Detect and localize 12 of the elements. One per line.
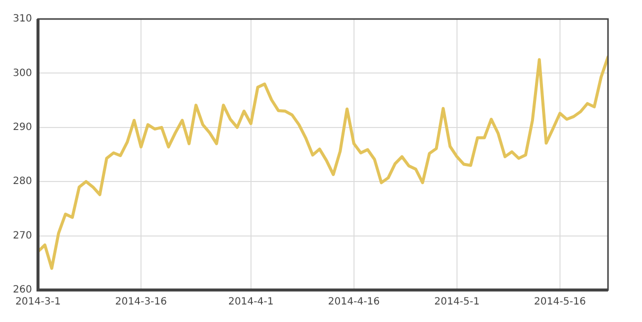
x-tick-label: 2014-4-16 (328, 296, 380, 308)
x-tick-label: 2014-5-16 (534, 296, 586, 308)
x-tick-label: 2014-4-1 (228, 296, 274, 308)
y-tick-label: 310 (12, 14, 32, 25)
x-tick-label: 2014-3-16 (115, 296, 167, 308)
y-tick-label: 300 (12, 68, 32, 79)
x-tick-label: 2014-3-1 (15, 296, 61, 308)
y-tick-label: 270 (12, 230, 32, 242)
y-tick-label: 280 (12, 176, 32, 188)
y-tick-label: 260 (12, 284, 32, 296)
y-tick-label: 290 (12, 122, 32, 133)
x-tick-label: 2014-5-1 (434, 296, 480, 308)
